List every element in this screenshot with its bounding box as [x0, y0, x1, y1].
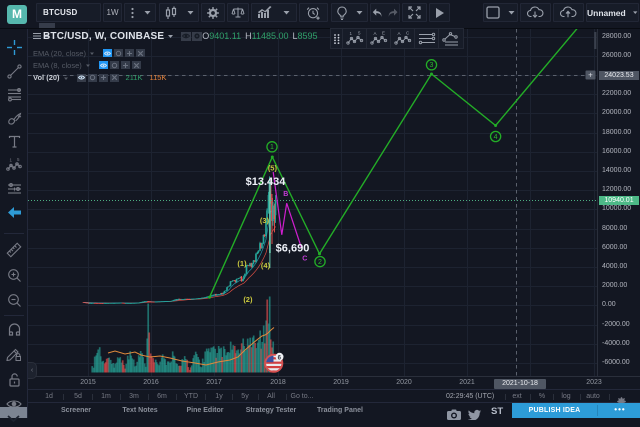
- svg-text:4: 4: [494, 134, 498, 141]
- svg-text:A: A: [373, 31, 376, 36]
- svg-text:(4): (4): [261, 261, 271, 270]
- svg-text:A: A: [397, 31, 400, 36]
- svg-text:2: 2: [318, 259, 322, 266]
- svg-text:5: 5: [358, 31, 361, 36]
- svg-text:(1): (1): [237, 259, 247, 268]
- svg-text:1: 1: [270, 144, 274, 151]
- svg-text:3: 3: [430, 62, 434, 69]
- svg-text:C: C: [406, 31, 410, 36]
- svg-text:5: 5: [17, 158, 20, 162]
- svg-text:E: E: [382, 31, 385, 36]
- svg-text:(3): (3): [260, 216, 270, 225]
- svg-text:C: C: [302, 255, 307, 262]
- svg-text:1: 1: [349, 31, 352, 36]
- svg-text:$13.434: $13.434: [246, 176, 287, 188]
- svg-text:(2): (2): [243, 295, 253, 304]
- svg-text:+: +: [588, 71, 593, 80]
- svg-text:1: 1: [10, 158, 13, 163]
- svg-text:$6,690: $6,690: [276, 243, 310, 255]
- svg-text:(5): (5): [268, 163, 278, 172]
- svg-text:B: B: [283, 191, 288, 198]
